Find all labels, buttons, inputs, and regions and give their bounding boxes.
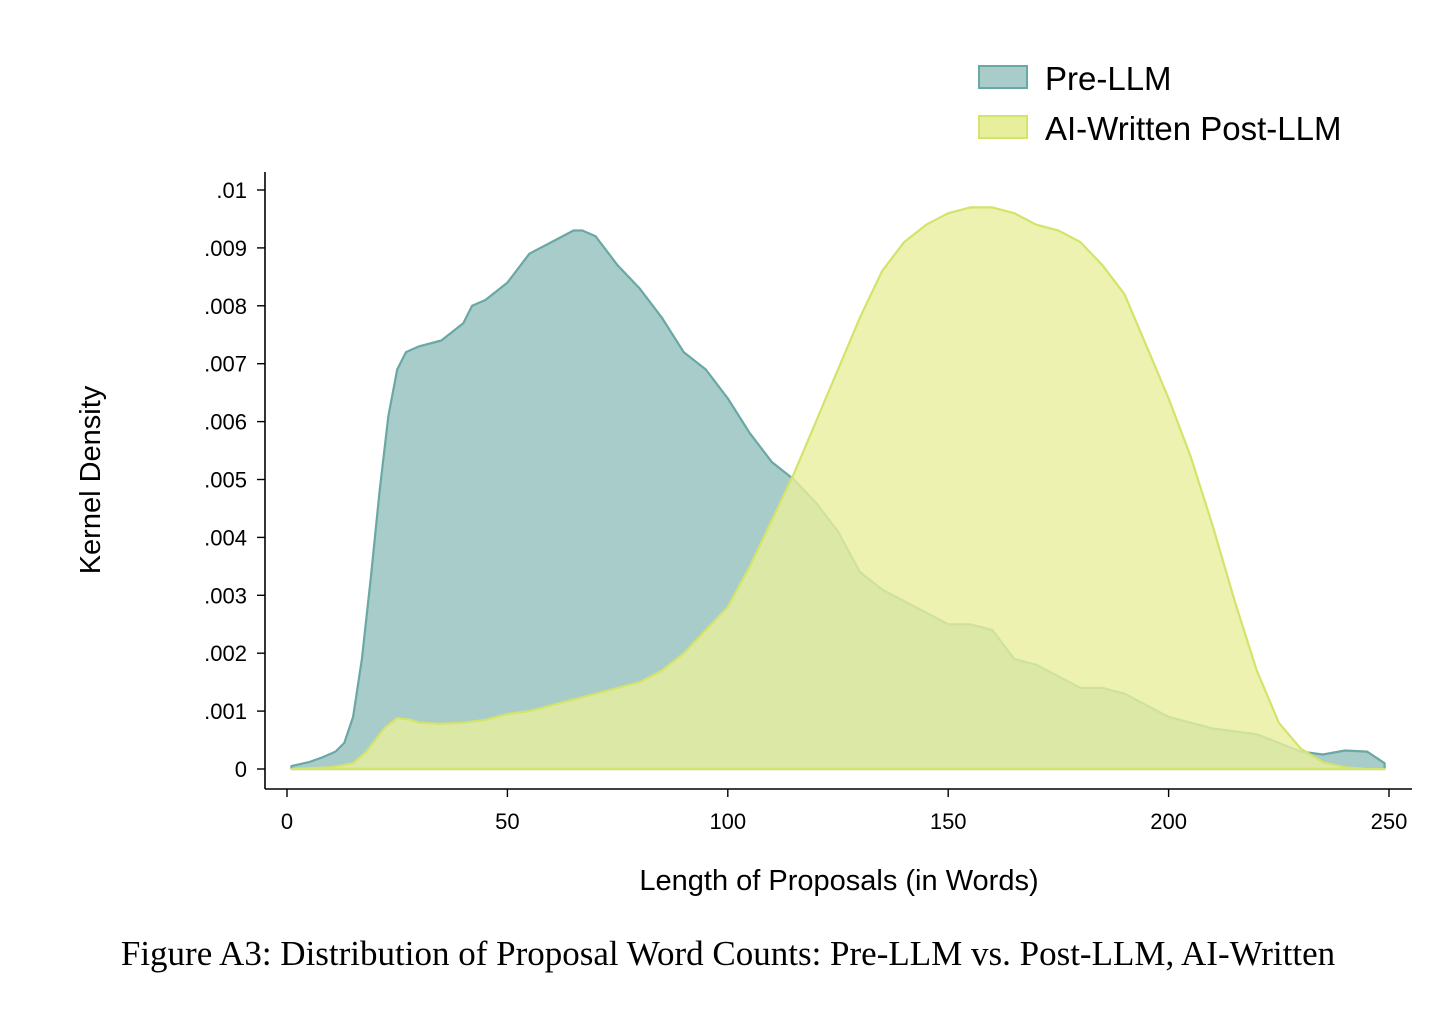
legend-swatch-ai-written-post-llm [978, 115, 1028, 139]
y-tick-label: .004 [204, 525, 247, 550]
legend-swatch-pre-llm [978, 65, 1028, 89]
x-tick-label: 50 [495, 809, 519, 834]
figure-caption: Figure A3: Distribution of Proposal Word… [120, 934, 1336, 973]
x-tick-label: 250 [1371, 809, 1408, 834]
density-areas [290, 206, 1386, 771]
y-tick-label: .008 [204, 294, 247, 319]
legend-label-pre-llm: Pre-LLM [1045, 60, 1172, 97]
series-area-ai-written-post-llm [290, 206, 1386, 771]
y-axis-title: Kernel Density [75, 385, 107, 574]
y-tick-label: .006 [204, 410, 247, 435]
axes: 0 .001 .002 .003 .004 .005 .006 .007 .008 .009 .01… [204, 172, 1412, 834]
x-tick-label: 200 [1150, 809, 1187, 834]
y-tick-label: .009 [204, 236, 247, 261]
legend: Pre-LLM AI-Written Post-LLM [978, 60, 1341, 147]
y-tick-label: .007 [204, 352, 247, 377]
y-tick-label: .001 [204, 699, 247, 724]
y-tick-label: .003 [204, 583, 247, 608]
y-tick-label: .002 [204, 641, 247, 666]
x-axis-title: Length of Proposals (in Words) [639, 865, 1038, 897]
legend-label-ai-written-post-llm: AI-Written Post-LLM [1045, 110, 1341, 147]
y-tick-label: .005 [204, 468, 247, 493]
x-tick-label: 100 [709, 809, 746, 834]
x-tick-label: 0 [281, 809, 293, 834]
y-tick-label: 0 [235, 757, 247, 782]
y-tick-label: .01 [216, 178, 247, 203]
x-tick-label: 150 [930, 809, 967, 834]
